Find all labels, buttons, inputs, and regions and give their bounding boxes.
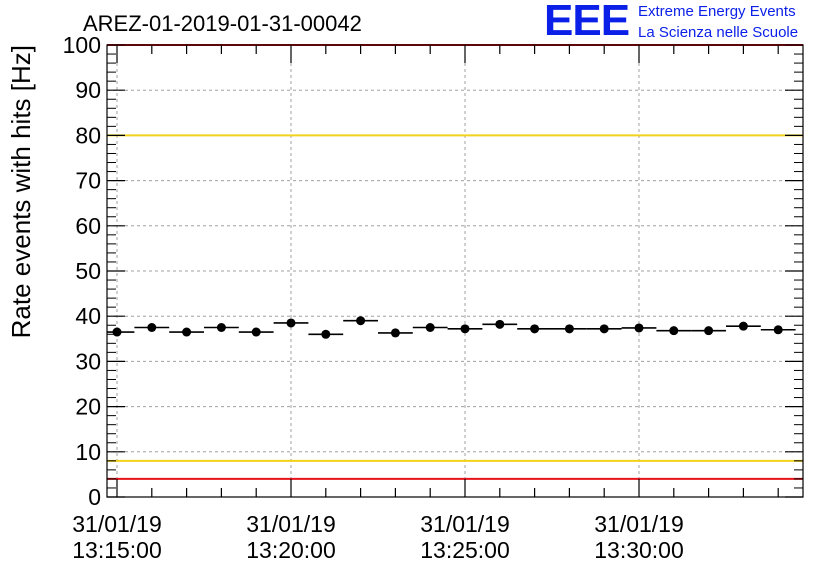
y-tick-label: 70	[75, 168, 101, 194]
data-point	[530, 324, 540, 334]
x-tick-label-time: 13:15:00	[72, 537, 162, 563]
eee-logo: EEE Extreme Energy Events La Scienza nel…	[544, 0, 834, 46]
data-point	[112, 327, 122, 337]
logo-mark: EEE	[544, 0, 630, 45]
y-tick-label: 90	[75, 77, 101, 103]
data-point	[182, 327, 192, 337]
x-tick-label-time: 13:20:00	[246, 537, 336, 563]
data-point	[495, 319, 505, 329]
y-axis-label: Rate events with hits [Hz]	[6, 45, 36, 338]
y-tick-label: 80	[75, 122, 101, 148]
y-tick-label: 40	[75, 303, 101, 329]
x-tick-label-date: 31/01/19	[594, 511, 684, 537]
data-point	[147, 323, 157, 332]
logo-line-2: La Scienza nelle Scuole	[638, 24, 799, 41]
data-points	[107, 316, 796, 339]
data-point	[425, 323, 435, 332]
axis-ticks	[107, 44, 803, 498]
data-point	[738, 321, 748, 331]
x-tick-labels: 31/01/1913:15:0031/01/1913:20:0031/01/19…	[72, 511, 684, 563]
data-point	[460, 324, 470, 334]
y-tick-label: 0	[88, 484, 101, 510]
y-tick-label: 30	[75, 348, 101, 374]
x-tick-label-date: 31/01/19	[72, 511, 162, 537]
data-point	[216, 323, 226, 332]
data-point	[321, 329, 331, 339]
y-tick-label: 100	[63, 32, 101, 58]
data-point	[599, 324, 609, 334]
data-point	[286, 318, 296, 328]
data-point	[564, 324, 574, 334]
y-tick-labels: 0 10 20 30 40 50 60 70 80 90 100	[63, 32, 101, 510]
x-tick-label-date: 31/01/19	[420, 511, 510, 537]
logo-line-1: Extreme Energy Events	[638, 3, 796, 20]
x-tick-label-date: 31/01/19	[246, 511, 336, 537]
data-point	[634, 323, 644, 333]
y-tick-label: 60	[75, 213, 101, 239]
reference-lines	[107, 44, 803, 480]
y-tick-label: 20	[75, 394, 101, 420]
data-point	[704, 326, 714, 336]
grid-layer	[107, 45, 803, 497]
data-point	[356, 316, 366, 326]
x-tick-label-time: 13:30:00	[594, 537, 684, 563]
data-point	[773, 325, 783, 335]
data-point	[390, 328, 400, 338]
x-tick-label-time: 13:25:00	[420, 537, 510, 563]
data-point	[669, 326, 679, 336]
y-tick-label: 50	[75, 258, 101, 284]
y-tick-label: 10	[75, 439, 101, 465]
data-point	[251, 327, 261, 337]
run-title: AREZ-01-2019-01-31-00042	[83, 11, 362, 36]
